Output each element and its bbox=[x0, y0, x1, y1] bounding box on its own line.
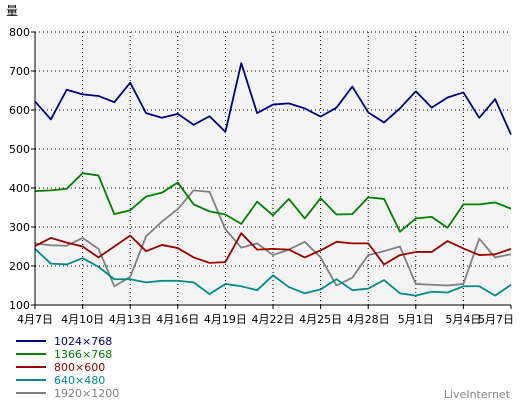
y-tick-label: 500 bbox=[9, 143, 30, 156]
x-tick-label: 4月16日 bbox=[156, 313, 199, 326]
legend-label: 640×480 bbox=[54, 374, 105, 387]
x-tick-label: 4月25日 bbox=[299, 313, 342, 326]
x-tick-label: 4月28日 bbox=[347, 313, 390, 326]
y-axis-label: 量 bbox=[6, 4, 18, 18]
y-tick-label: 100 bbox=[9, 299, 30, 312]
series-line-3 bbox=[34, 248, 512, 297]
x-tick-label: 4月22日 bbox=[252, 313, 295, 326]
y-tick-label: 800 bbox=[9, 26, 30, 39]
legend-label: 1920×1200 bbox=[54, 387, 119, 400]
x-tick-label: 5月1日 bbox=[398, 313, 434, 326]
x-tick-label: 5月4日 bbox=[445, 313, 481, 326]
x-axis-ticks: 4月7日 4月10日 4月13日 4月16日 4月19日 4月22日 4月25日 4月28日 5… bbox=[17, 305, 514, 326]
x-tick-label: 4月13日 bbox=[109, 313, 152, 326]
series-line-1 bbox=[34, 172, 512, 233]
y-axis-ticks: 100 200 300 400 500 600 700 800 bbox=[9, 26, 35, 312]
watermark: LiveInternet bbox=[444, 388, 511, 401]
legend-label: 1024×768 bbox=[54, 335, 112, 348]
grid-lines bbox=[35, 31, 511, 305]
x-tick-label: 4月19日 bbox=[204, 313, 247, 326]
series-lines bbox=[34, 62, 512, 297]
x-tick-label: 4月10日 bbox=[61, 313, 104, 326]
series-line-0 bbox=[34, 62, 512, 135]
y-tick-label: 400 bbox=[9, 182, 30, 195]
legend-label: 800×600 bbox=[54, 361, 105, 374]
series-line-4 bbox=[34, 189, 512, 288]
y-tick-label: 300 bbox=[9, 221, 30, 234]
y-tick-label: 200 bbox=[9, 260, 30, 273]
y-tick-label: 600 bbox=[9, 104, 30, 117]
legend-label: 1366×768 bbox=[54, 348, 112, 361]
y-tick-label: 700 bbox=[9, 65, 30, 78]
x-tick-label: 4月7日 bbox=[17, 313, 53, 326]
series-line-2 bbox=[34, 232, 512, 266]
x-tick-label: 5月7日 bbox=[478, 313, 514, 326]
